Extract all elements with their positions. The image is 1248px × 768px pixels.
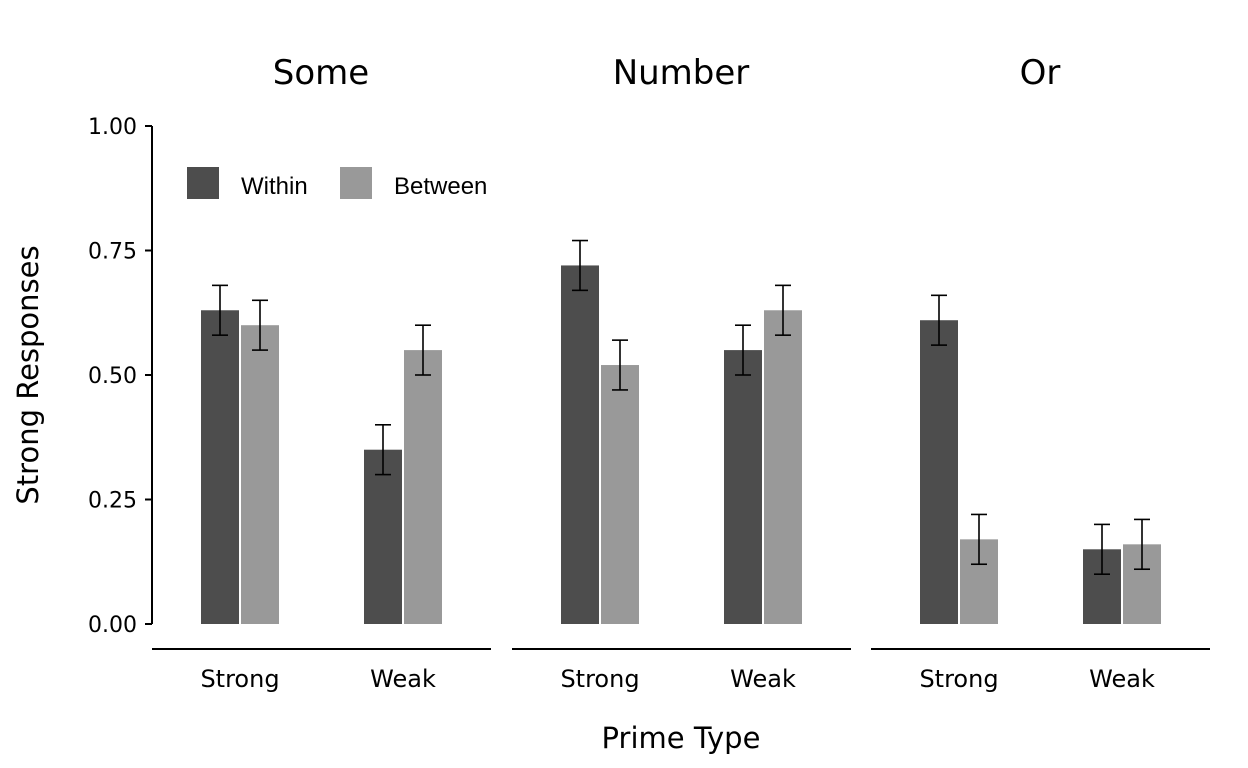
x-tick-label: Weak bbox=[730, 665, 796, 693]
x-tick-label: Strong bbox=[919, 665, 998, 693]
bar bbox=[724, 350, 762, 624]
y-tick-label: 0.75 bbox=[88, 240, 137, 265]
x-tick-label: Weak bbox=[370, 665, 436, 693]
bar bbox=[920, 320, 958, 624]
bar bbox=[201, 310, 239, 624]
legend-swatch bbox=[187, 167, 219, 199]
bar bbox=[601, 365, 639, 624]
y-tick-label: 1.00 bbox=[88, 115, 137, 140]
bar bbox=[561, 265, 599, 624]
x-tick-label: Strong bbox=[200, 665, 279, 693]
panel-title: Number bbox=[613, 53, 750, 93]
bar bbox=[241, 325, 279, 624]
legend-swatch bbox=[340, 167, 372, 199]
x-tick-label: Strong bbox=[560, 665, 639, 693]
legend-label: Between bbox=[394, 173, 487, 200]
bar bbox=[764, 310, 802, 624]
bar bbox=[364, 449, 402, 624]
panel-title: Or bbox=[1020, 53, 1061, 93]
y-tick-label: 0.50 bbox=[88, 364, 137, 389]
legend-label: Within bbox=[241, 173, 308, 200]
panel-title: Some bbox=[273, 53, 369, 93]
y-axis-title: Strong Responses bbox=[11, 245, 45, 504]
x-tick-label: Weak bbox=[1089, 665, 1155, 693]
y-tick-label: 0.25 bbox=[88, 489, 137, 514]
y-tick-label: 0.00 bbox=[88, 613, 137, 638]
x-axis-title: Prime Type bbox=[602, 721, 761, 755]
bar bbox=[404, 350, 442, 624]
